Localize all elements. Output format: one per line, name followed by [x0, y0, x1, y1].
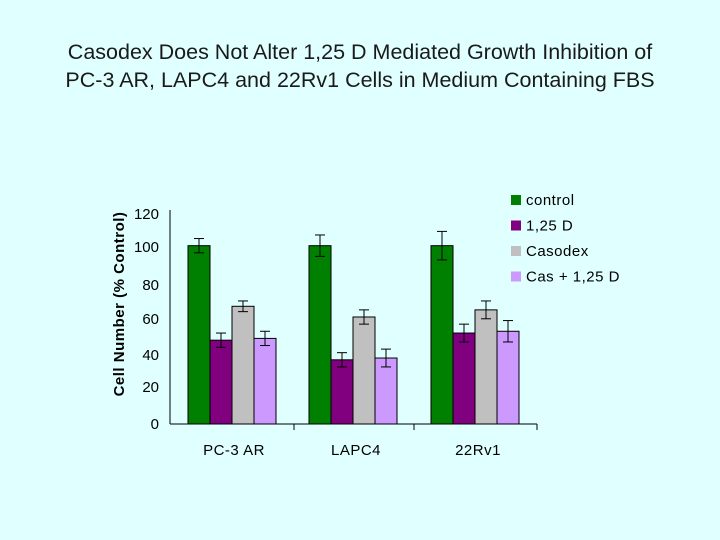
- legend: control 1,25 D Casodex Cas + 1,25 D: [511, 192, 620, 286]
- error-bar: [359, 309, 369, 325]
- legend-item: control: [511, 192, 575, 209]
- y-tick-label: 60: [142, 311, 159, 328]
- bar: [474, 309, 498, 425]
- bar: [231, 305, 255, 425]
- error-bar: [381, 348, 391, 368]
- category-labels: PC-3 AR LAPC4 22Rv1: [203, 442, 501, 459]
- x-category-label: 22Rv1: [455, 442, 501, 459]
- legend-swatch: [511, 271, 521, 282]
- error-bar: [238, 300, 248, 313]
- error-bar: [503, 320, 513, 343]
- bars: [187, 245, 520, 425]
- bar: [430, 245, 454, 425]
- error-bars: [194, 230, 513, 368]
- legend-label: Cas + 1,25 D: [526, 269, 620, 286]
- bar: [209, 339, 233, 425]
- y-tick-label: 40: [142, 347, 159, 364]
- error-bar: [459, 323, 469, 343]
- bar: [330, 359, 354, 425]
- legend-label: Casodex: [526, 243, 589, 260]
- legend-swatch: [511, 246, 521, 256]
- error-bar: [216, 332, 226, 348]
- legend-label: 1,25 D: [526, 218, 573, 235]
- bar: [352, 316, 376, 425]
- x-category-label: PC-3 AR: [203, 442, 265, 459]
- y-ticks: 0 20 40 60 80 100 120: [134, 206, 159, 433]
- y-axis-label: Cell Number (% Control): [111, 212, 128, 397]
- legend-swatch: [511, 195, 521, 205]
- error-bar: [315, 234, 325, 257]
- y-tick-label: 80: [142, 277, 159, 294]
- chart-title-line-1: Casodex Does Not Alter 1,25 D Mediated G…: [67, 40, 653, 64]
- bar: [253, 337, 277, 425]
- legend-label: control: [526, 192, 575, 209]
- bar: [308, 245, 332, 425]
- error-bar: [437, 230, 447, 261]
- bar: [187, 245, 211, 425]
- y-tick-label: 0: [151, 416, 159, 433]
- y-tick-label: 100: [134, 239, 159, 256]
- legend-item: Cas + 1,25 D: [511, 269, 620, 286]
- error-bar: [337, 352, 347, 368]
- y-tick-label: 120: [134, 206, 159, 223]
- legend-item: Casodex: [511, 243, 589, 260]
- bar: [452, 332, 476, 425]
- bar: [374, 357, 398, 425]
- error-bar: [194, 238, 204, 254]
- chart-title-line-2: PC-3 AR, LAPC4 and 22Rv1 Cells in Medium…: [65, 68, 655, 92]
- legend-item: 1,25 D: [511, 218, 573, 235]
- x-category-label: LAPC4: [331, 442, 381, 459]
- error-bar: [260, 330, 270, 347]
- y-tick-label: 20: [142, 379, 159, 396]
- bar: [496, 330, 520, 425]
- chart-title: Casodex Does Not Alter 1,25 D Mediated G…: [0, 38, 720, 94]
- legend-swatch: [511, 220, 521, 231]
- error-bar: [481, 300, 491, 320]
